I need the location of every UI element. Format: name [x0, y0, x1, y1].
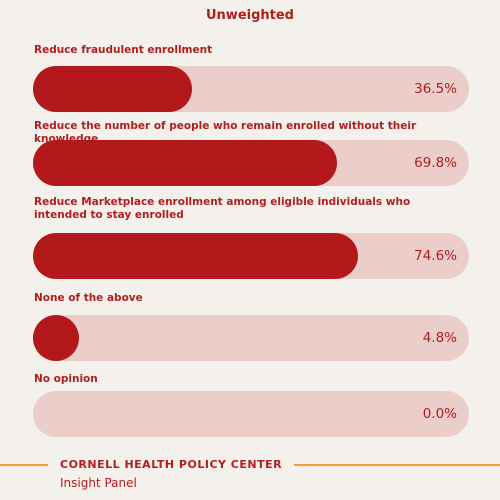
bar-track: 0.0%	[33, 391, 469, 437]
bar	[33, 140, 338, 186]
bar-value-label: 74.6%	[414, 248, 457, 264]
bar-label: Reduce Marketplace enrollment among elig…	[34, 196, 411, 221]
bar-track: 74.6%	[33, 233, 469, 279]
bar-track: 69.8%	[33, 140, 469, 186]
bar	[33, 315, 79, 361]
footer-rule-left	[0, 464, 48, 466]
bar	[33, 233, 359, 279]
bar	[33, 66, 193, 112]
bar-label: None of the above	[34, 292, 143, 304]
footer-org-name: CORNELL HEALTH POLICY CENTER	[60, 458, 283, 471]
bar-label: Reduce fraudulent enrollment	[34, 44, 213, 56]
footer-rule-right	[294, 464, 500, 466]
bar-value-label: 4.8%	[422, 330, 457, 346]
bar-value-label: 36.5%	[414, 81, 457, 97]
footer-subtitle: Insight Panel	[60, 476, 137, 490]
chart-title: Unweighted	[206, 8, 294, 23]
bar-value-label: 0.0%	[422, 406, 457, 422]
bar-value-label: 69.8%	[414, 155, 457, 171]
bar-label: No opinion	[34, 373, 98, 385]
bar-track: 36.5%	[33, 66, 469, 112]
bar-track: 4.8%	[33, 315, 469, 361]
